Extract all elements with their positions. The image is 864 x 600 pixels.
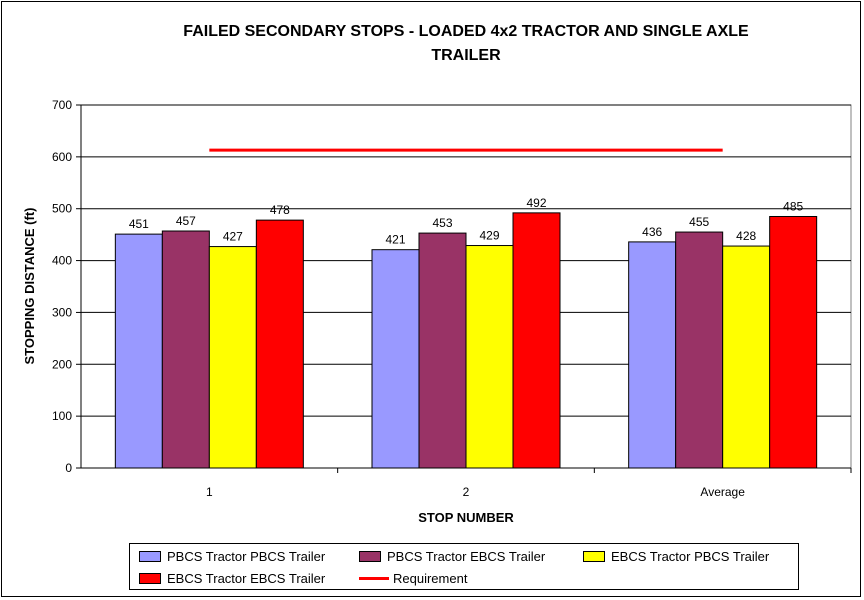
bar <box>371 249 420 469</box>
bar <box>114 233 163 469</box>
legend: PBCS Tractor PBCS Trailer PBCS Tractor E… <box>129 543 799 590</box>
legend-label: EBCS Tractor EBCS Trailer <box>167 571 326 586</box>
data-label: 451 <box>129 217 149 231</box>
chart-title: FAILED SECONDARY STOPS - LOADED 4x2 TRAC… <box>183 23 749 64</box>
data-label: 453 <box>432 216 452 230</box>
bar <box>255 219 304 469</box>
data-label: 492 <box>526 196 546 210</box>
legend-item-pbcs-ebcs: PBCS Tractor EBCS Trailer <box>359 549 545 564</box>
data-label: 455 <box>689 215 709 229</box>
data-label: 421 <box>385 233 405 247</box>
data-label: 478 <box>270 203 290 217</box>
bar <box>418 232 467 469</box>
legend-item-ebcs-ebcs: EBCS Tractor EBCS Trailer <box>139 571 325 586</box>
data-label: 427 <box>223 230 243 244</box>
legend-line-swatch <box>359 577 389 580</box>
data-label: 429 <box>479 229 499 243</box>
y-tick-label: 400 <box>52 254 72 268</box>
x-tick-label: 2 <box>463 485 470 499</box>
data-label: 485 <box>783 199 803 213</box>
legend-item-requirement: Requirement <box>359 571 467 586</box>
y-axis: 0 100 200 300 400 500 600 700 <box>52 98 82 475</box>
legend-swatch <box>139 551 161 562</box>
legend-item-pbcs-pbcs: PBCS Tractor PBCS Trailer <box>139 549 325 564</box>
data-labels: 451 457 427 478 421 453 429 492 436 455 428 485 <box>129 196 804 247</box>
bar <box>208 246 257 469</box>
legend-label: PBCS Tractor EBCS Trailer <box>387 549 546 564</box>
y-tick-label: 0 <box>65 461 72 475</box>
legend-swatch <box>139 573 161 584</box>
data-label: 436 <box>642 225 662 239</box>
legend-label: Requirement <box>393 571 468 586</box>
y-tick-label: 200 <box>52 357 72 371</box>
bar <box>722 245 771 469</box>
bar <box>628 241 677 469</box>
x-axis: 1 2 Average <box>81 467 852 499</box>
data-label: 428 <box>736 229 756 243</box>
y-tick-label: 300 <box>52 305 72 319</box>
x-axis-title: STOP NUMBER <box>418 510 514 525</box>
data-label: 457 <box>176 214 196 228</box>
legend-swatch <box>583 551 605 562</box>
y-tick-label: 500 <box>52 202 72 216</box>
legend-item-ebcs-pbcs: EBCS Tractor PBCS Trailer <box>583 549 769 564</box>
y-tick-label: 700 <box>52 98 72 112</box>
bar <box>161 230 210 469</box>
y-tick-label: 600 <box>52 150 72 164</box>
y-tick-label: 100 <box>52 409 72 423</box>
legend-label: PBCS Tractor PBCS Trailer <box>167 549 326 564</box>
bar <box>465 245 514 469</box>
bar <box>675 231 724 469</box>
x-tick-label: Average <box>700 485 745 499</box>
y-axis-title: STOPPING DISTANCE (ft) <box>22 208 37 365</box>
legend-swatch <box>359 551 381 562</box>
legend-label: EBCS Tractor PBCS Trailer <box>611 549 770 564</box>
bar <box>512 212 561 469</box>
bar-groups <box>114 212 818 469</box>
x-tick-label: 1 <box>206 485 213 499</box>
bar <box>769 215 818 469</box>
